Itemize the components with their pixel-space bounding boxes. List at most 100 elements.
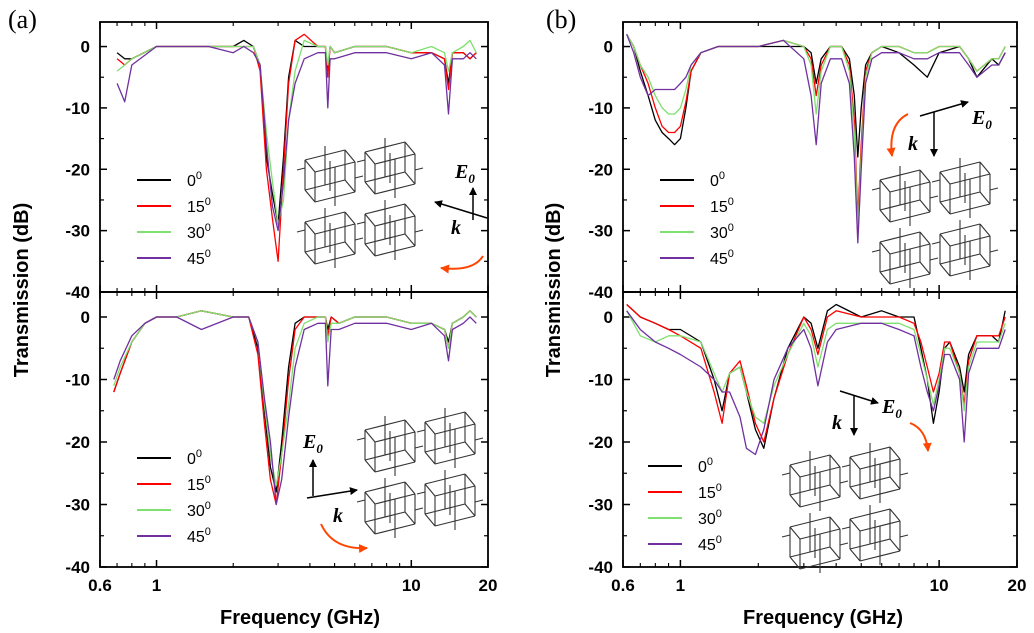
lattice-rod [939,233,951,247]
y-tick-label: -20 [65,433,90,452]
y-tick-label: -40 [65,558,90,577]
lattice-rod [839,542,849,546]
lattice-rod [989,187,999,191]
lattice-diagram-b-top: E0 k [871,100,999,288]
lattice-rod [979,191,991,205]
x-tick-label: 20 [1008,576,1027,595]
lattice-rod [979,253,991,267]
legend-label: 300 [187,500,211,520]
legend-label: 150 [710,196,734,216]
lattice-rod [919,199,931,213]
lattice-rod [889,446,901,460]
panel-label-b: (b) [546,5,576,34]
series-line-30deg [626,33,1006,232]
k-vector-label: k [908,133,918,155]
lattice-rod [829,484,841,498]
lattice-rod [919,231,931,245]
lattice-rod [849,548,861,562]
lattice-block [356,200,424,260]
lattice-rod [889,476,901,490]
e-field-arrow [839,390,879,405]
x-tick-label: 0.6 [88,576,112,595]
y-tick-label: -20 [65,160,90,179]
series-line-30deg [116,39,477,226]
lattice-rod [364,429,376,443]
series-line-0deg [626,33,1006,158]
lattice-block [781,451,849,511]
lattice-rod [871,249,881,253]
x-tick-label: 20 [479,576,498,595]
y-axis-label-b: Transmission (dB) [543,203,565,377]
y-tick-label: -40 [65,283,90,302]
lattice-rod [931,241,941,245]
y-tick-label: -10 [588,99,613,118]
lattice-rod [939,263,951,277]
lattice-rod [919,169,931,183]
legend-label: 450 [710,248,734,268]
legend-label: 00 [187,170,202,190]
legend-label: 150 [698,482,722,502]
lattice-diagram-b-bottom: E0 k [781,390,932,573]
lattice-rod [899,534,909,538]
lattice-rod [364,151,376,165]
lattice-rod [781,534,791,538]
lattice-block [356,416,424,476]
lattice-rod [939,201,951,215]
x-tick-label: 1 [676,576,685,595]
lattice-rod [404,141,416,155]
y-axis-label-a: Transmission (dB) [11,203,33,377]
series-line-45deg [626,34,1006,244]
lattice-rod [789,494,801,508]
y-tick-label: -20 [588,433,613,452]
x-tick-label: 10 [930,576,949,595]
lattice-diagram-a-top: E0 k [296,138,488,274]
lattice-block [841,443,909,503]
x-tick-label: 0.6 [611,576,635,595]
plot-frame [99,21,489,293]
series-line-45deg [113,316,477,506]
k-vector-arrow [434,200,488,219]
lattice-rod [829,454,841,468]
lattice-rod [416,491,426,495]
lattice-block [296,146,364,206]
y-tick-label: -10 [588,371,613,390]
y-tick-label: -30 [588,222,613,241]
lattice-block [356,138,424,198]
lattice-rod [304,189,316,203]
lattice-rod [414,507,424,511]
lattice-rod [849,518,861,532]
lattice-rod [364,213,376,227]
lattice-rod [829,516,841,530]
lattice-block [871,228,939,288]
y-tick-label: -20 [588,160,613,179]
x-tick-label: 10 [402,576,421,595]
lattice-rod [414,229,424,233]
series-line-30deg [626,310,1006,424]
lattice-rod [364,459,376,473]
lattice-rod [344,149,356,163]
panel-label-a: (a) [8,5,37,34]
plot-frame [622,291,1018,568]
lattice-rod [929,195,939,199]
lattice-rod [404,233,416,247]
lattice-rod [829,546,841,560]
lattice-rod [364,491,376,505]
lattice-rod [424,451,436,465]
plot-panels: 0-10-20-30-40001503004500-10-20-30-400.6… [65,21,1027,595]
x-axis-label-a: Frequency (GHz) [220,607,380,629]
lattice-rod [404,481,416,495]
rotation-arrow [909,422,932,452]
lattice-rod [424,513,436,527]
lattice-rod [364,521,376,535]
lattice-rod [789,526,801,540]
legend-label: 450 [698,534,722,554]
lattice-block [931,220,999,280]
lattice-rod [304,251,316,265]
lattice-rod [464,441,476,455]
y-tick-label: -30 [65,496,90,515]
lattice-rod [364,181,376,195]
lattice-rod [404,171,416,185]
lattice-rod [889,508,901,522]
lattice-rod [404,449,416,463]
